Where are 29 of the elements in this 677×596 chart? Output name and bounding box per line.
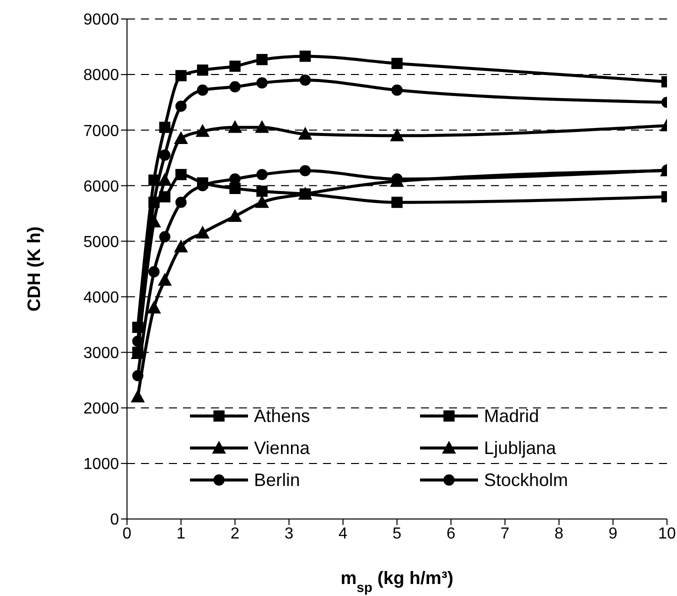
x-tick-label: 2	[230, 525, 240, 542]
y-tick-label: 2000	[83, 400, 120, 418]
x-tick-label: 8	[554, 525, 564, 542]
y-tick-label: 1000	[83, 456, 120, 474]
y-tick-label: 8000	[83, 67, 120, 84]
x-tick-label: 7	[500, 525, 510, 542]
y-tick-label: 5000	[83, 234, 120, 251]
y-axis-title: CDH (K h)	[24, 226, 44, 312]
x-tick-label: 6	[446, 525, 456, 542]
y-tick-label: 0	[110, 512, 120, 529]
legend-label: Stockholm	[484, 470, 568, 490]
x-tick-label: 1	[176, 525, 186, 542]
legend-label: Athens	[254, 406, 310, 426]
x-tick-label: 9	[608, 525, 618, 542]
x-tick-label: 5	[392, 525, 402, 542]
x-tick-label: 4	[338, 525, 348, 542]
y-tick-label: 7000	[83, 122, 120, 140]
x-tick-label: 3	[284, 525, 294, 542]
y-tick-label: 3000	[83, 345, 120, 362]
legend-label: Ljubljana	[484, 438, 556, 458]
legend-label: Vienna	[254, 438, 310, 458]
y-tick-label: 9000	[83, 12, 120, 29]
legend-label: Madrid	[484, 406, 540, 426]
y-tick-label: 4000	[83, 289, 120, 306]
x-tick-label: 10	[658, 525, 676, 542]
legend-label: Berlin	[254, 470, 300, 490]
x-tick-label: 0	[122, 525, 132, 542]
x-axis-title: m$_{sp}$ (kg h/m³)	[340, 568, 454, 594]
y-tick-label: 6000	[83, 178, 120, 196]
